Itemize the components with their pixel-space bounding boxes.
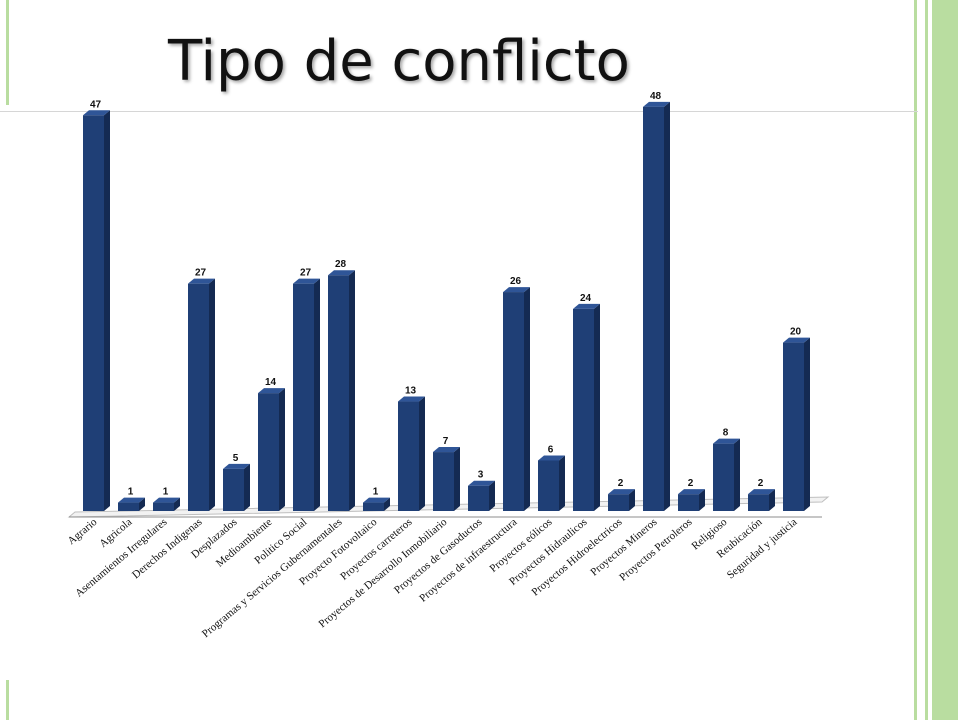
data-label: 26 (510, 276, 522, 287)
data-label: 20 (790, 327, 802, 338)
slide-title: Tipo de conflicto (168, 29, 630, 94)
bar-side (664, 101, 670, 511)
bar-side (454, 447, 460, 511)
data-label: 13 (405, 386, 417, 397)
bar-top (223, 463, 250, 469)
bar-side (279, 388, 285, 511)
bar-top (468, 480, 495, 486)
data-label: 2 (688, 478, 694, 489)
bar-top (748, 489, 775, 495)
bar (503, 292, 524, 511)
bar-top (783, 337, 810, 343)
bar-side (594, 303, 600, 511)
bar-top (398, 396, 425, 402)
bar (468, 485, 489, 511)
bar-top (608, 489, 635, 495)
bar-top (153, 497, 180, 503)
data-label: 7 (443, 436, 449, 447)
bar (748, 494, 769, 511)
bar-top (118, 497, 145, 503)
bar-side (209, 278, 215, 511)
bar-side (629, 489, 635, 511)
bar-top (503, 287, 530, 293)
bar (678, 494, 699, 511)
bar (223, 468, 244, 511)
bar (573, 308, 594, 511)
bar-side (419, 396, 425, 511)
bar (328, 275, 349, 511)
bar-top (188, 278, 215, 284)
title-divider (0, 111, 918, 112)
data-label: 27 (300, 268, 312, 279)
bar (118, 502, 139, 511)
bar-side (384, 497, 390, 511)
data-label: 1 (163, 487, 169, 498)
bar (188, 283, 209, 511)
data-label: 1 (373, 487, 379, 498)
bar-side (699, 489, 705, 511)
data-label: 28 (335, 259, 347, 270)
left-accent-line (6, 0, 9, 105)
bar-side (314, 278, 320, 511)
data-label: 27 (195, 268, 207, 279)
bar (783, 342, 804, 511)
bar (153, 502, 174, 511)
bar-top (573, 303, 600, 309)
bar-side (804, 337, 810, 511)
bar-side (244, 463, 250, 511)
data-label: 1 (128, 487, 134, 498)
bar-side (734, 438, 740, 511)
bar-side (489, 480, 495, 511)
bar (363, 502, 384, 511)
data-label: 24 (580, 293, 592, 304)
bar-top (363, 497, 390, 503)
bar-top (678, 489, 705, 495)
data-label: 8 (723, 428, 729, 439)
bar (258, 393, 279, 511)
bar-top (433, 447, 460, 453)
bar (713, 443, 734, 511)
data-label: 3 (478, 470, 484, 481)
bar-side (524, 287, 530, 511)
bar-top (643, 101, 670, 107)
data-label: 14 (265, 377, 277, 388)
data-label: 47 (90, 99, 102, 110)
bar (83, 115, 104, 511)
category-label: Proyectos de Desarrollo Inmobiliario (317, 516, 450, 631)
data-label: 6 (548, 444, 554, 455)
decorative-stripes (914, 0, 958, 720)
bar-side (139, 497, 145, 511)
data-label: 2 (618, 478, 624, 489)
bar (608, 494, 629, 511)
bar-side (174, 497, 180, 511)
data-label: 2 (758, 478, 764, 489)
bar (538, 460, 559, 511)
bar-top (258, 388, 285, 394)
bar-side (104, 110, 110, 511)
data-label: 48 (650, 91, 662, 102)
bar (293, 283, 314, 511)
category-label: Agrario (66, 516, 100, 548)
bar-top (328, 270, 355, 276)
bar (398, 401, 419, 511)
bar (643, 106, 664, 511)
bar-side (559, 455, 565, 511)
left-accent-line-bottom (6, 680, 9, 720)
bar-top (713, 438, 740, 444)
data-label: 5 (233, 453, 239, 464)
bar (433, 452, 454, 511)
bar-side (769, 489, 775, 511)
bar-top (538, 455, 565, 461)
bar-top (83, 110, 110, 116)
bar-side (349, 270, 355, 511)
bar-top (293, 278, 320, 284)
